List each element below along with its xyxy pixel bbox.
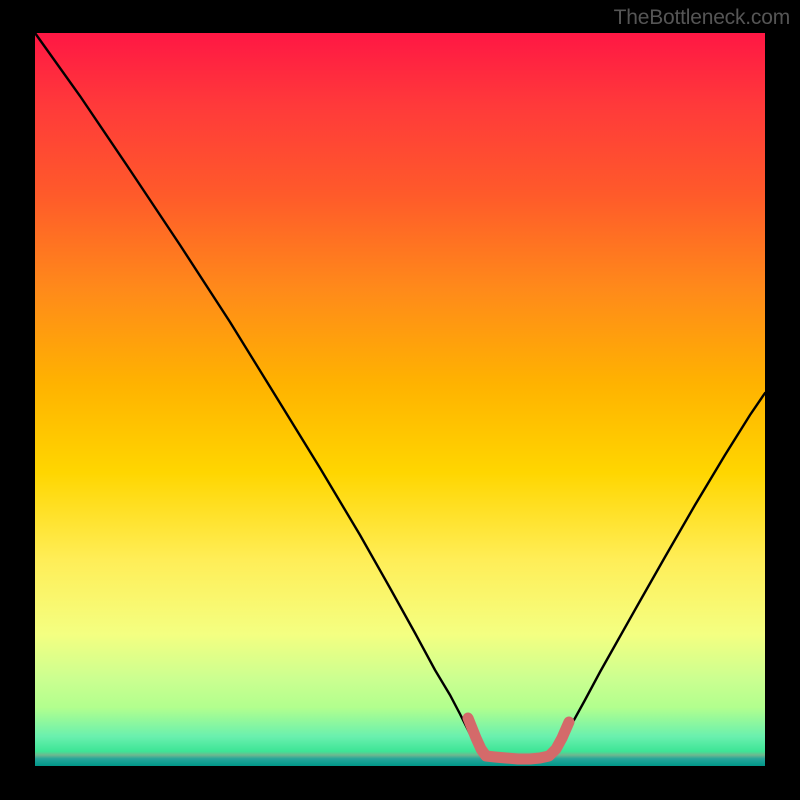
bottleneck-chart [0, 0, 800, 800]
watermark-text: TheBottleneck.com [614, 6, 790, 30]
plot-background [35, 33, 765, 766]
chart-container: { "watermark": { "text": "TheBottleneck.… [0, 0, 800, 800]
